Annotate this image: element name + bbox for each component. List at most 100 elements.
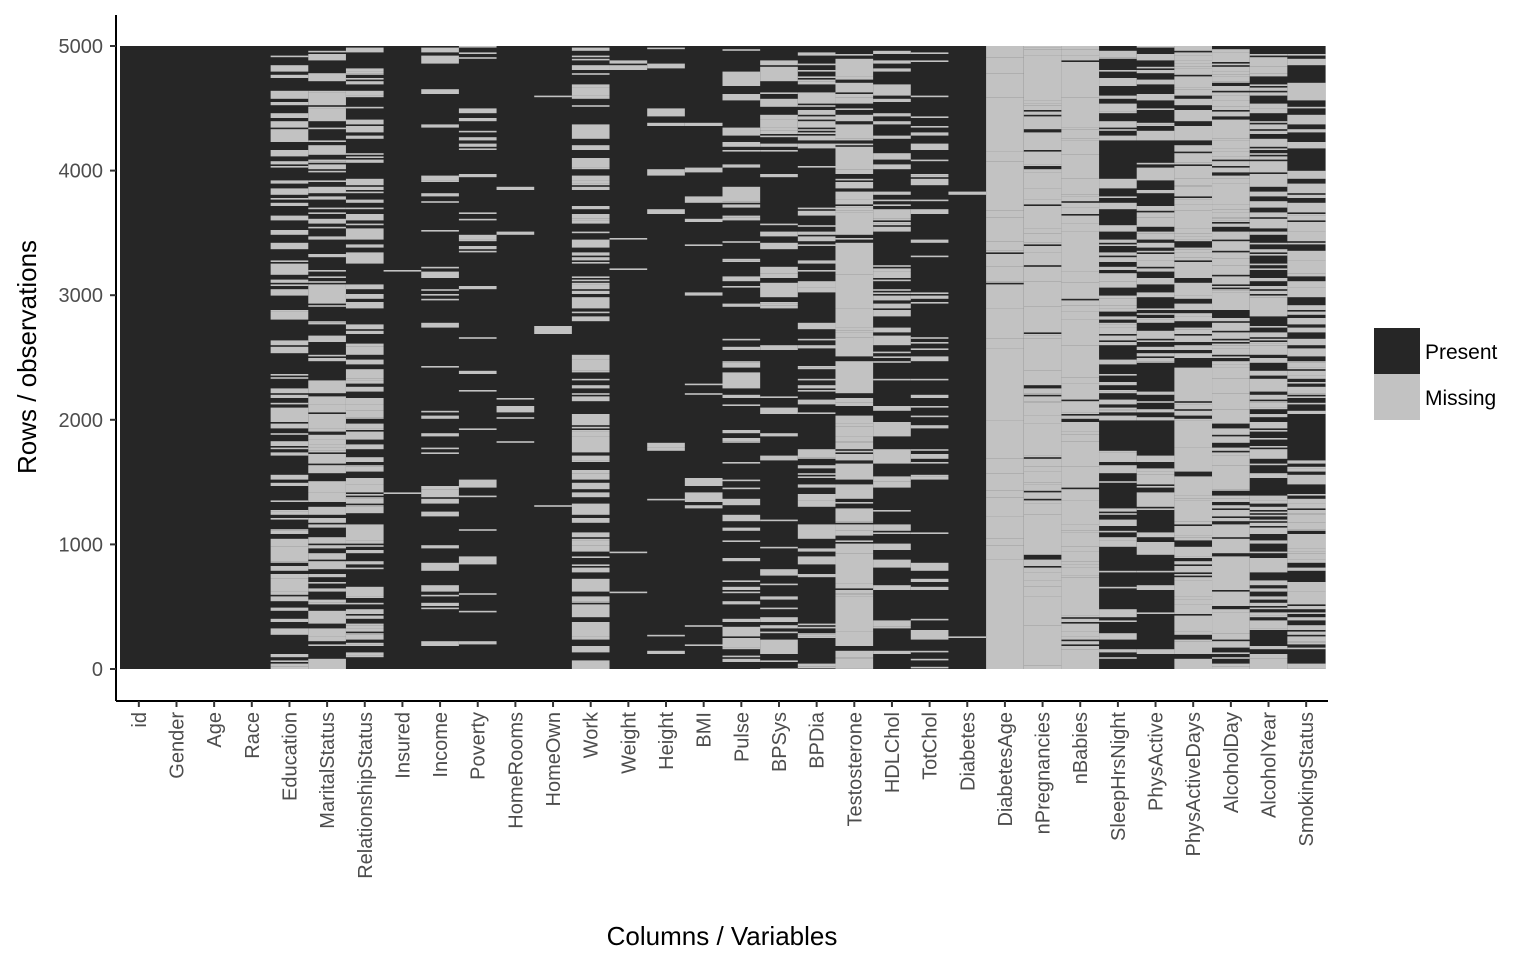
missing-cell bbox=[308, 434, 347, 440]
missing-cell bbox=[270, 340, 309, 346]
missing-cell bbox=[345, 586, 385, 597]
y-tick-label: 5000 bbox=[59, 36, 104, 58]
missing-cell bbox=[722, 241, 761, 243]
missing-cell bbox=[345, 126, 385, 133]
missing-cell bbox=[270, 284, 309, 286]
missing-cell bbox=[308, 54, 347, 61]
missing-cell bbox=[1287, 529, 1326, 531]
missing-cell bbox=[345, 81, 385, 85]
missing-cell bbox=[910, 159, 950, 162]
missing-cell bbox=[1099, 244, 1138, 246]
missing-cell bbox=[1061, 305, 1100, 312]
missing-cell bbox=[270, 65, 309, 72]
y-tick-label: 4000 bbox=[59, 161, 104, 183]
missing-cell bbox=[1287, 311, 1326, 315]
missing-cell bbox=[1287, 466, 1326, 469]
missing-cell bbox=[1174, 470, 1213, 472]
missing-cell bbox=[910, 532, 950, 534]
missing-cell bbox=[308, 164, 347, 170]
missing-cell bbox=[1023, 580, 1063, 582]
missing-cell bbox=[1249, 607, 1288, 610]
missing-cell bbox=[1099, 57, 1138, 59]
missing-cell bbox=[345, 609, 385, 614]
y-axis-title: Rows / observations bbox=[12, 240, 42, 474]
missing-cell bbox=[873, 585, 912, 590]
missing-cell bbox=[1212, 598, 1251, 606]
missing-cell bbox=[1099, 415, 1138, 421]
missing-cell bbox=[270, 190, 309, 195]
missing-cell bbox=[1249, 414, 1288, 418]
missing-cell bbox=[722, 372, 761, 389]
missing-cell bbox=[835, 238, 874, 240]
missing-cell bbox=[496, 398, 535, 400]
column-Testosterone bbox=[835, 46, 874, 669]
missing-cell bbox=[496, 406, 535, 413]
missing-cell bbox=[270, 530, 309, 534]
missing-cell bbox=[1212, 657, 1251, 659]
missing-cell bbox=[1212, 641, 1251, 648]
missing-cell bbox=[308, 106, 347, 109]
missing-cell bbox=[1249, 332, 1288, 334]
x-tick-label: Race bbox=[242, 712, 264, 759]
missing-cell bbox=[1212, 183, 1251, 205]
missing-cell bbox=[270, 74, 309, 78]
missing-cell bbox=[1061, 618, 1100, 622]
missing-cell bbox=[345, 207, 385, 210]
missing-cell bbox=[458, 212, 498, 214]
missing-cell bbox=[722, 558, 761, 562]
missing-cell bbox=[1174, 199, 1213, 205]
missing-cell bbox=[684, 393, 724, 395]
missing-cell bbox=[1287, 617, 1326, 621]
missing-cell bbox=[835, 436, 874, 442]
missing-cell bbox=[1099, 121, 1138, 128]
missing-cell bbox=[1136, 268, 1175, 272]
missing-cell bbox=[1023, 49, 1063, 56]
missing-cell bbox=[873, 481, 912, 488]
missing-cell bbox=[1136, 468, 1175, 472]
missing-cell bbox=[1249, 612, 1288, 616]
missing-cell bbox=[722, 404, 761, 406]
missing-cell bbox=[383, 270, 422, 272]
missing-cell bbox=[1099, 266, 1138, 270]
missing-cell bbox=[1061, 561, 1100, 565]
missing-cell bbox=[986, 490, 1025, 498]
missing-cell bbox=[1099, 537, 1138, 541]
missing-cell bbox=[1099, 322, 1138, 325]
missing-cell bbox=[1099, 316, 1138, 318]
missing-cell bbox=[1099, 103, 1138, 112]
missing-cell bbox=[421, 511, 460, 517]
missing-cell bbox=[571, 492, 611, 498]
missing-cell bbox=[308, 492, 347, 502]
missing-cell bbox=[1174, 438, 1213, 448]
missing-cell bbox=[308, 644, 347, 646]
missing-cell bbox=[345, 343, 385, 347]
missing-cell bbox=[910, 174, 950, 176]
missing-cell bbox=[1023, 625, 1063, 630]
missing-cell bbox=[308, 238, 347, 240]
missing-cell bbox=[910, 337, 950, 339]
missing-cell bbox=[571, 167, 611, 170]
missing-cell bbox=[1249, 495, 1288, 501]
present-cell bbox=[684, 46, 724, 669]
missing-cell bbox=[1099, 374, 1138, 376]
missing-cell bbox=[1136, 242, 1175, 248]
y-tick-label: 1000 bbox=[59, 534, 104, 556]
missing-cell bbox=[986, 254, 1025, 267]
missing-cell bbox=[873, 559, 912, 568]
missing-cell bbox=[1061, 546, 1100, 552]
missing-cell bbox=[571, 601, 611, 603]
missing-cell bbox=[1287, 498, 1326, 504]
missing-cell bbox=[270, 129, 309, 134]
missing-cell bbox=[1061, 431, 1100, 435]
missing-cell bbox=[835, 361, 874, 394]
missing-cell bbox=[797, 322, 837, 330]
missing-cell bbox=[1249, 343, 1288, 346]
missing-cell bbox=[1099, 410, 1138, 413]
missing-cell bbox=[1212, 343, 1251, 346]
missing-cell bbox=[1061, 202, 1100, 208]
missing-cell bbox=[760, 396, 799, 398]
missing-cell bbox=[1099, 50, 1138, 58]
missing-cell bbox=[1023, 233, 1063, 243]
missing-cell bbox=[571, 567, 611, 573]
missing-cell bbox=[835, 246, 874, 275]
